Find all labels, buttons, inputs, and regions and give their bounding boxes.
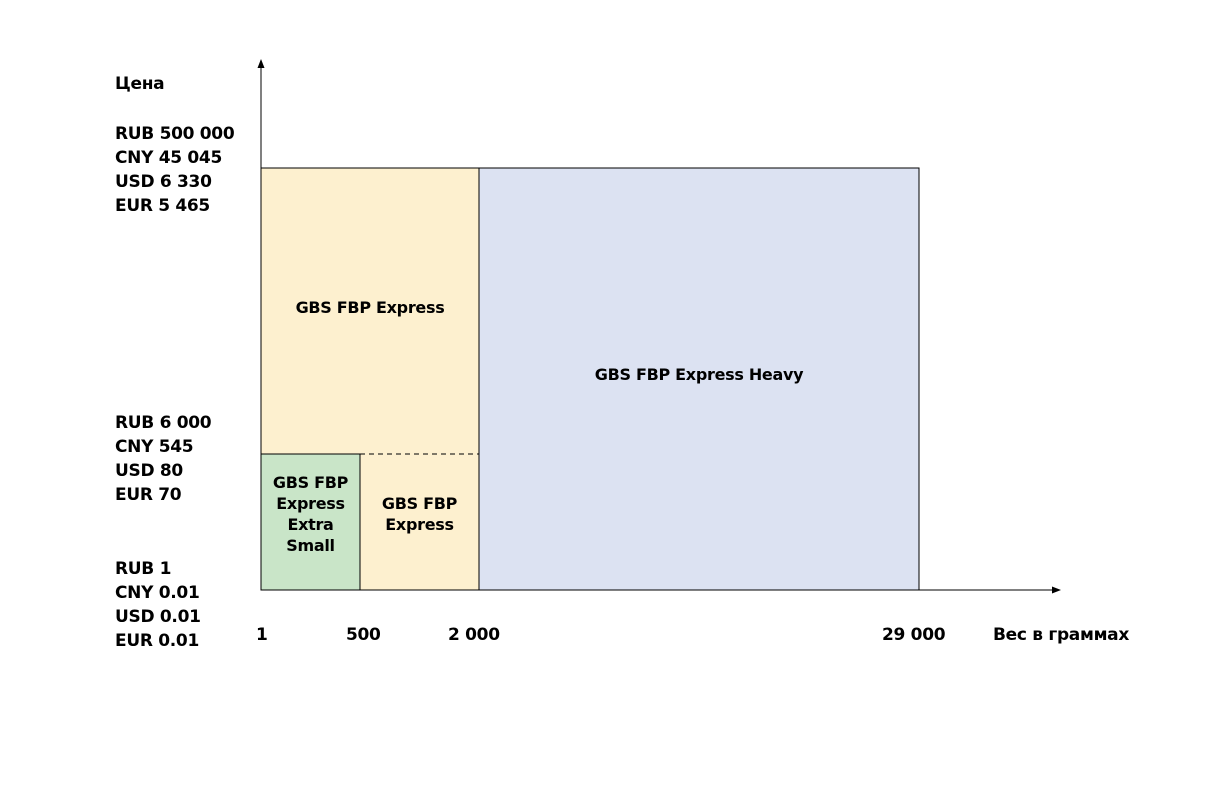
price-label: EUR 0.01 bbox=[115, 631, 199, 651]
price-level-mid: RUB 6 000 CNY 545 USD 80 EUR 70 bbox=[115, 411, 212, 507]
price-level-max: RUB 500 000 CNY 45 045 USD 6 330 EUR 5 4… bbox=[115, 122, 235, 218]
y-axis-arrow-icon bbox=[257, 59, 265, 68]
price-label: CNY 45 045 bbox=[115, 148, 222, 168]
price-label: CNY 545 bbox=[115, 437, 194, 457]
price-label: USD 0.01 bbox=[115, 607, 201, 627]
x-axis-title: Вес в граммах bbox=[993, 625, 1130, 645]
zone-label-express-extra-small: GBS FBP Express Extra Small bbox=[272, 473, 349, 555]
zone-express bbox=[260, 167, 480, 455]
zone-express-heavy bbox=[478, 167, 920, 591]
price-level-min: RUB 1 CNY 0.01 USD 0.01 EUR 0.01 bbox=[115, 557, 201, 653]
weight-tick-500: 500 bbox=[346, 625, 381, 645]
zone-label-express-heavy: GBS FBP Express Heavy bbox=[594, 364, 804, 384]
zone-label-express-small: GBS FBP Express bbox=[381, 494, 458, 534]
zone-label-express: GBS FBP Express bbox=[295, 297, 445, 317]
y-axis-title: Цена bbox=[115, 74, 165, 94]
price-label: RUB 500 000 bbox=[115, 124, 235, 144]
zone-express-extra-small bbox=[260, 453, 361, 591]
price-label: EUR 5 465 bbox=[115, 196, 210, 216]
price-label: EUR 70 bbox=[115, 485, 182, 505]
price-label: RUB 1 bbox=[115, 559, 172, 579]
price-label: USD 6 330 bbox=[115, 172, 212, 192]
price-label: CNY 0.01 bbox=[115, 583, 200, 603]
price-label: RUB 6 000 bbox=[115, 413, 212, 433]
weight-tick-1: 1 bbox=[256, 625, 268, 645]
price-label: USD 80 bbox=[115, 461, 183, 481]
x-axis-arrow-icon bbox=[1052, 586, 1061, 594]
weight-tick-29000: 29 000 bbox=[882, 625, 946, 645]
weight-tick-2000: 2 000 bbox=[448, 625, 500, 645]
